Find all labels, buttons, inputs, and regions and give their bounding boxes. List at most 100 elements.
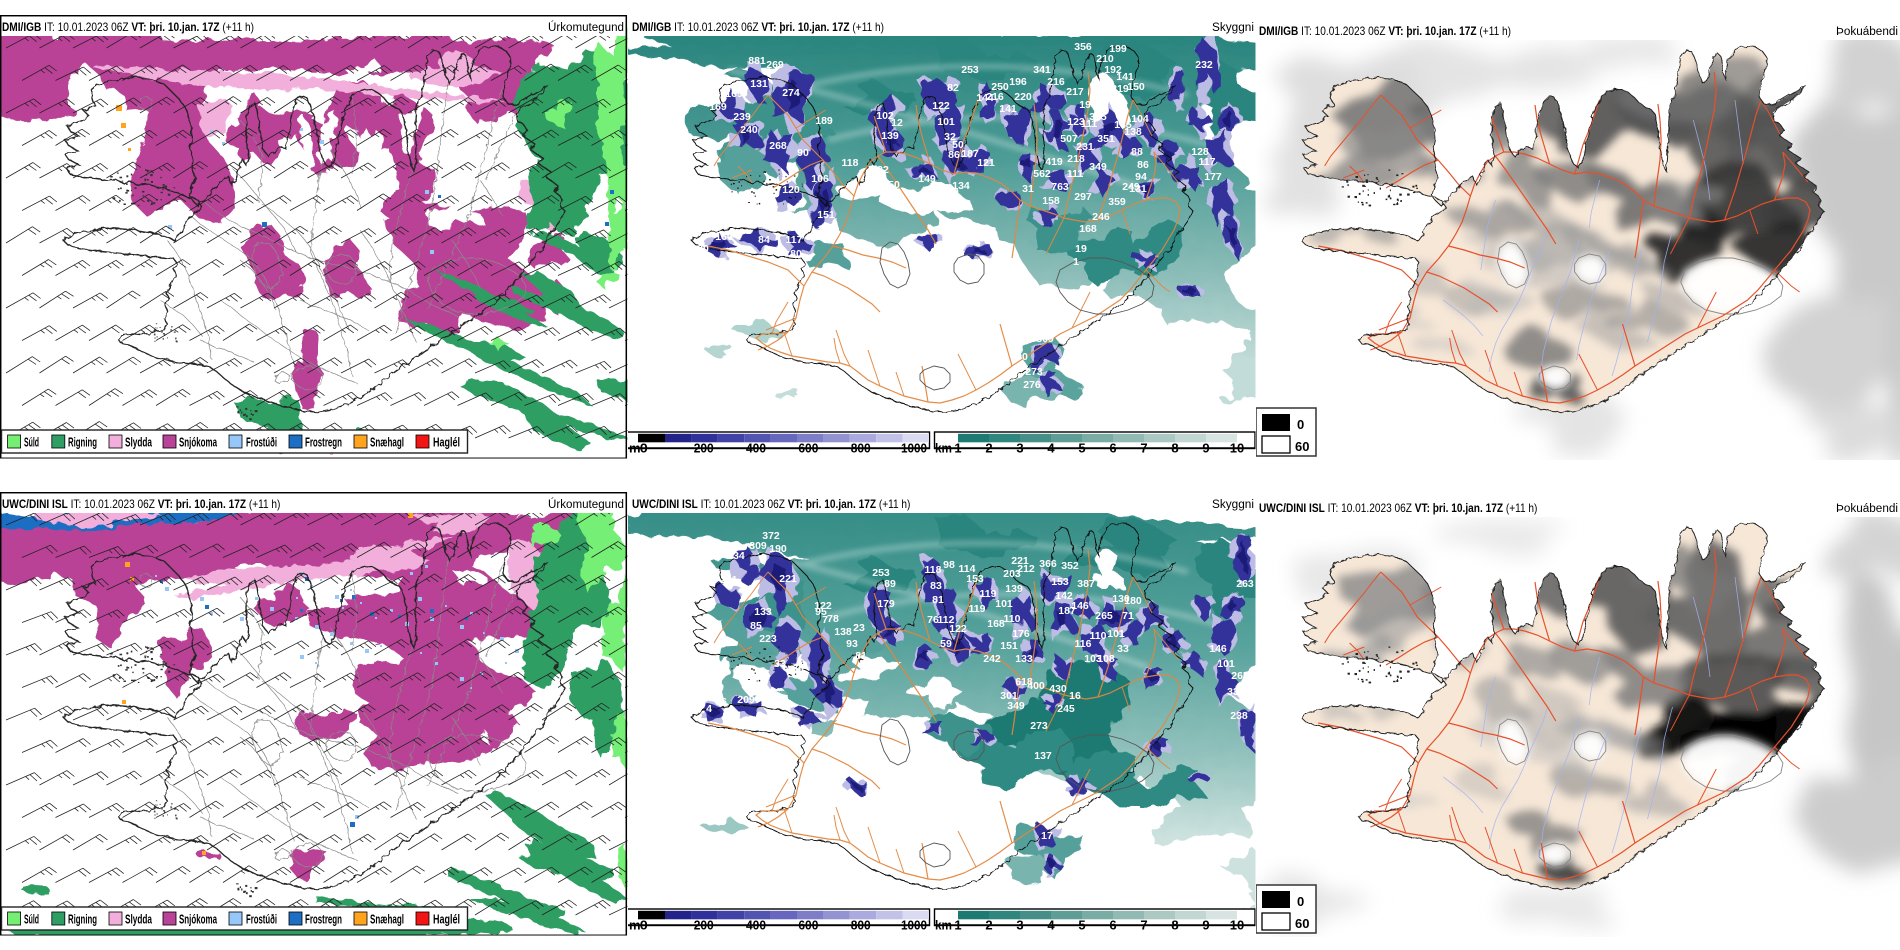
svg-text:94: 94 bbox=[1135, 171, 1147, 183]
svg-text:151: 151 bbox=[1000, 640, 1018, 652]
svg-text:16: 16 bbox=[1069, 690, 1081, 702]
svg-text:190: 190 bbox=[1079, 99, 1097, 111]
svg-text:220: 220 bbox=[1014, 91, 1032, 103]
svg-text:3: 3 bbox=[1016, 918, 1023, 933]
svg-text:76: 76 bbox=[865, 662, 877, 674]
svg-text:48: 48 bbox=[914, 196, 926, 208]
svg-text:Haglél: Haglél bbox=[433, 436, 460, 450]
svg-text:111: 111 bbox=[1067, 168, 1084, 180]
svg-text:419: 419 bbox=[1045, 156, 1063, 168]
svg-text:84: 84 bbox=[758, 234, 770, 246]
svg-text:142: 142 bbox=[1055, 590, 1073, 602]
svg-text:763: 763 bbox=[1051, 181, 1069, 193]
svg-text:123: 123 bbox=[1067, 116, 1085, 128]
svg-text:117: 117 bbox=[1199, 156, 1216, 168]
svg-text:319: 319 bbox=[1111, 83, 1129, 95]
svg-text:85: 85 bbox=[750, 620, 762, 632]
svg-text:297: 297 bbox=[1074, 191, 1092, 203]
svg-text:146: 146 bbox=[1071, 600, 1089, 612]
svg-text:95: 95 bbox=[815, 606, 827, 618]
svg-text:110: 110 bbox=[1004, 613, 1021, 625]
svg-text:618: 618 bbox=[1015, 676, 1033, 688]
svg-text:4: 4 bbox=[1047, 441, 1055, 456]
svg-text:240: 240 bbox=[740, 124, 758, 136]
svg-text:212: 212 bbox=[1017, 563, 1035, 575]
svg-text:7: 7 bbox=[1140, 441, 1147, 456]
svg-text:Snæhagl: Snæhagl bbox=[370, 913, 404, 927]
svg-text:0: 0 bbox=[640, 441, 648, 456]
svg-text:172: 172 bbox=[819, 224, 837, 236]
svg-text:600: 600 bbox=[798, 441, 818, 456]
svg-text:10: 10 bbox=[1230, 918, 1244, 933]
svg-text:Snjókoma: Snjókoma bbox=[179, 436, 218, 450]
svg-text:130: 130 bbox=[1112, 593, 1130, 605]
svg-text:Slydda: Slydda bbox=[125, 913, 153, 927]
svg-text:349: 349 bbox=[1089, 161, 1107, 173]
svg-text:128: 128 bbox=[1191, 146, 1209, 158]
svg-text:134: 134 bbox=[952, 180, 970, 192]
svg-text:430: 430 bbox=[1049, 683, 1067, 695]
svg-text:1000: 1000 bbox=[901, 441, 927, 456]
svg-text:141: 141 bbox=[1116, 71, 1134, 83]
svg-text:86: 86 bbox=[715, 696, 727, 708]
svg-text:221: 221 bbox=[779, 573, 797, 585]
svg-text:153: 153 bbox=[966, 573, 984, 585]
svg-text:234: 234 bbox=[727, 550, 745, 562]
svg-text:160: 160 bbox=[715, 231, 733, 243]
svg-text:253: 253 bbox=[872, 567, 890, 579]
svg-text:5: 5 bbox=[1078, 441, 1085, 456]
svg-text:86: 86 bbox=[948, 149, 960, 161]
svg-text:Haglél: Haglél bbox=[433, 913, 460, 927]
svg-text:149: 149 bbox=[918, 173, 936, 185]
svg-text:33: 33 bbox=[774, 658, 786, 670]
svg-text:101: 101 bbox=[1217, 658, 1235, 670]
svg-text:131: 131 bbox=[1129, 183, 1147, 195]
svg-text:239: 239 bbox=[733, 111, 751, 123]
svg-text:135: 135 bbox=[1114, 119, 1132, 131]
svg-text:32: 32 bbox=[877, 164, 889, 176]
svg-text:139: 139 bbox=[1005, 583, 1023, 595]
svg-text:m: m bbox=[629, 918, 641, 933]
svg-text:309: 309 bbox=[749, 540, 767, 552]
svg-text:Frostregn: Frostregn bbox=[305, 913, 342, 927]
svg-text:17: 17 bbox=[1041, 830, 1053, 842]
svg-text:139: 139 bbox=[881, 130, 899, 142]
svg-text:158: 158 bbox=[1042, 195, 1060, 207]
svg-text:800: 800 bbox=[851, 441, 871, 456]
svg-text:231: 231 bbox=[1076, 141, 1094, 153]
svg-text:190: 190 bbox=[769, 543, 787, 555]
svg-text:60: 60 bbox=[1295, 916, 1309, 931]
svg-text:DMI/IGB IT: 10.01.2023 06Z VT:: DMI/IGB IT: 10.01.2023 06Z VT: þri. 10.j… bbox=[632, 21, 884, 34]
svg-text:83: 83 bbox=[930, 580, 942, 592]
svg-text:122: 122 bbox=[932, 100, 950, 112]
svg-text:210: 210 bbox=[1096, 53, 1114, 65]
svg-text:Úrkomutegund: Úrkomutegund bbox=[548, 21, 624, 34]
svg-text:221: 221 bbox=[1011, 555, 1029, 567]
svg-text:Súld: Súld bbox=[24, 913, 39, 927]
svg-text:7: 7 bbox=[1140, 918, 1147, 933]
svg-text:5: 5 bbox=[1078, 918, 1085, 933]
svg-text:180: 180 bbox=[1124, 595, 1142, 607]
svg-text:160: 160 bbox=[941, 186, 959, 198]
svg-text:200: 200 bbox=[694, 441, 714, 456]
svg-text:78: 78 bbox=[827, 613, 839, 625]
svg-text:265: 265 bbox=[1095, 610, 1113, 622]
svg-text:176: 176 bbox=[1012, 628, 1030, 640]
svg-text:199: 199 bbox=[1109, 43, 1127, 55]
svg-text:192: 192 bbox=[1104, 64, 1122, 76]
svg-text:562: 562 bbox=[1033, 168, 1051, 180]
svg-text:UWC/DINI ISL IT: 10.01.2023 06: UWC/DINI ISL IT: 10.01.2023 06Z VT: þri.… bbox=[632, 498, 910, 511]
svg-text:118: 118 bbox=[842, 157, 859, 169]
svg-text:8: 8 bbox=[1171, 918, 1178, 933]
svg-text:Úrkomutegund: Úrkomutegund bbox=[548, 498, 624, 511]
svg-text:387: 387 bbox=[1077, 578, 1095, 590]
svg-text:138: 138 bbox=[834, 626, 852, 638]
svg-text:1: 1 bbox=[1073, 256, 1079, 268]
svg-text:133: 133 bbox=[754, 606, 772, 618]
svg-text:Frostúði: Frostúði bbox=[246, 913, 277, 927]
svg-text:265: 265 bbox=[1231, 670, 1249, 682]
svg-text:104: 104 bbox=[1131, 113, 1149, 125]
svg-text:103: 103 bbox=[1084, 653, 1102, 665]
svg-text:Snæhagl: Snæhagl bbox=[370, 436, 404, 450]
svg-text:101: 101 bbox=[1107, 628, 1125, 640]
